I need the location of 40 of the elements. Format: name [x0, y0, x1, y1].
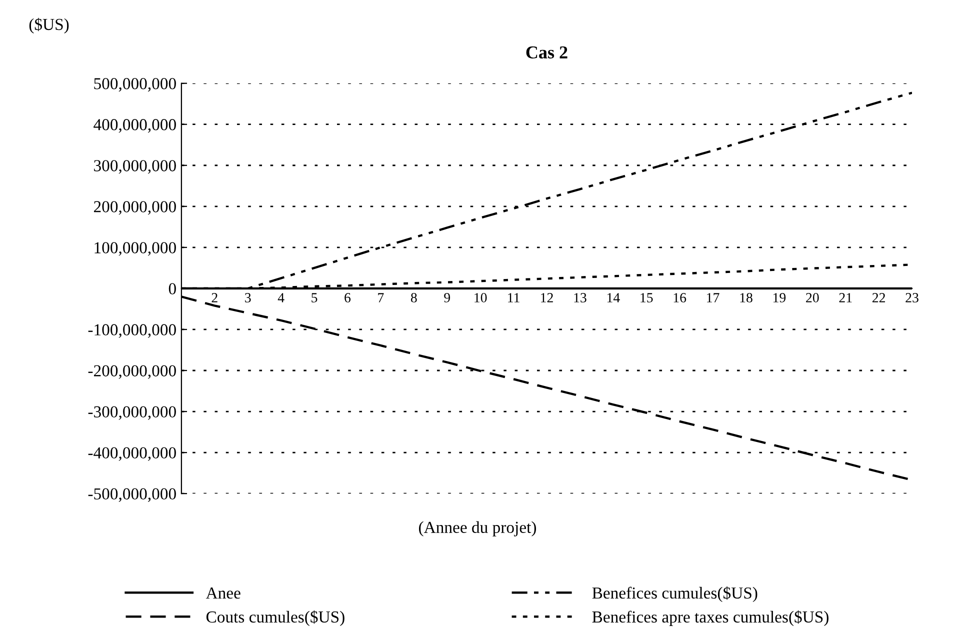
- x-tick-label: 18: [740, 293, 752, 302]
- y-axis-title: ($US): [29, 18, 69, 34]
- y-tick-label: -400,000,000: [88, 447, 176, 461]
- x-tick-label: 22: [872, 293, 885, 302]
- x-tick-label: 14: [607, 293, 620, 302]
- y-tick-label: 0: [168, 283, 176, 294]
- legend-label: Couts cumules($US): [206, 610, 344, 626]
- y-tick-label: 100,000,000: [94, 242, 176, 256]
- x-tick-label: 15: [640, 293, 653, 302]
- y-tick-label: 400,000,000: [94, 119, 176, 133]
- x-tick-label: 8: [410, 293, 417, 302]
- legend-label: Anee: [206, 587, 240, 599]
- x-tick-label: 3: [245, 293, 251, 302]
- y-tick-label: 300,000,000: [94, 160, 176, 174]
- y-tick-label: -500,000,000: [88, 488, 176, 502]
- chart-title: Cas 2: [526, 46, 568, 59]
- x-tick-label: 12: [541, 293, 553, 302]
- x-axis-title: (Annee du projet): [418, 521, 536, 536]
- x-tick-label: 16: [674, 293, 686, 302]
- x-tick-label: 21: [839, 293, 852, 302]
- legend-label: Benefices cumules($US): [592, 586, 758, 602]
- legend-label: Benefices apre taxes cumules($US): [592, 610, 828, 626]
- y-tick-label: 200,000,000: [94, 201, 176, 215]
- y-tick-label: -300,000,000: [88, 406, 176, 420]
- x-tick-label: 23: [906, 293, 918, 302]
- x-tick-label: 5: [312, 293, 318, 302]
- x-tick-label: 2: [212, 293, 218, 302]
- x-tick-label: 6: [344, 293, 351, 302]
- x-tick-label: 11: [508, 293, 520, 302]
- x-tick-label: 10: [474, 293, 487, 302]
- x-tick-label: 9: [444, 293, 450, 302]
- x-tick-label: 19: [773, 293, 786, 302]
- x-tick-label: 4: [278, 293, 284, 302]
- x-tick-label: 13: [574, 293, 586, 302]
- x-tick-label: 7: [378, 293, 384, 302]
- y-tick-label: -100,000,000: [88, 324, 176, 338]
- x-tick-label: 20: [806, 293, 819, 302]
- y-tick-label: 500,000,000: [94, 78, 176, 92]
- x-tick-label: 17: [707, 293, 720, 302]
- y-tick-label: -200,000,000: [88, 365, 176, 379]
